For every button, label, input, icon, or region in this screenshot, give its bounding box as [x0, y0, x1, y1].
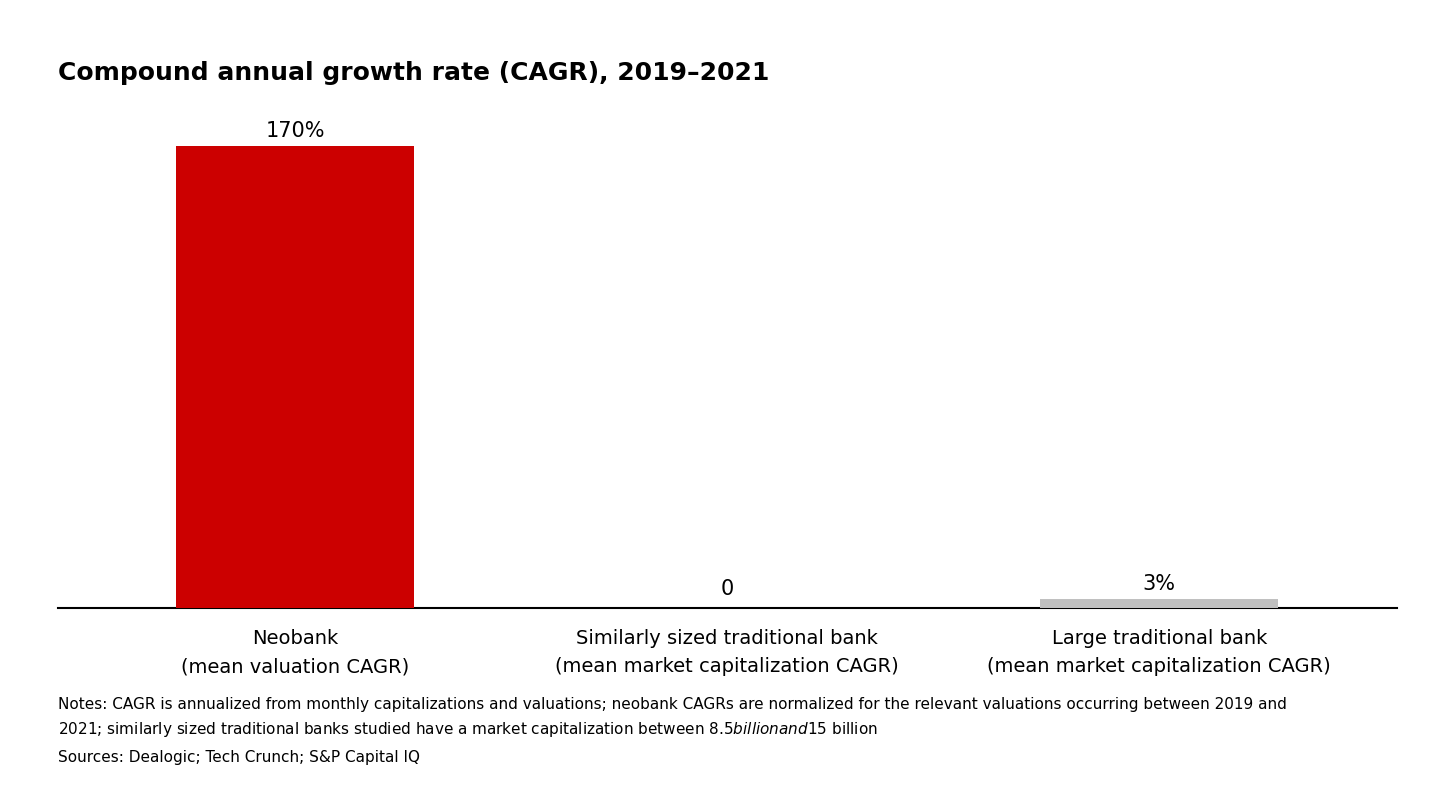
Text: 170%: 170% [265, 121, 325, 141]
Text: 3%: 3% [1143, 574, 1175, 594]
Text: Compound annual growth rate (CAGR), 2019–2021: Compound annual growth rate (CAGR), 2019… [58, 62, 769, 85]
Text: Sources: Dealogic; Tech Crunch; S&P Capital IQ: Sources: Dealogic; Tech Crunch; S&P Capi… [58, 750, 419, 765]
Bar [177, 146, 415, 608]
Bar [1041, 599, 1279, 608]
Text: 2021; similarly sized traditional banks studied have a market capitalization bet: 2021; similarly sized traditional banks … [58, 720, 877, 739]
Text: 0: 0 [720, 579, 734, 599]
Text: Notes: CAGR is annualized from monthly capitalizations and valuations; neobank C: Notes: CAGR is annualized from monthly c… [58, 697, 1286, 712]
